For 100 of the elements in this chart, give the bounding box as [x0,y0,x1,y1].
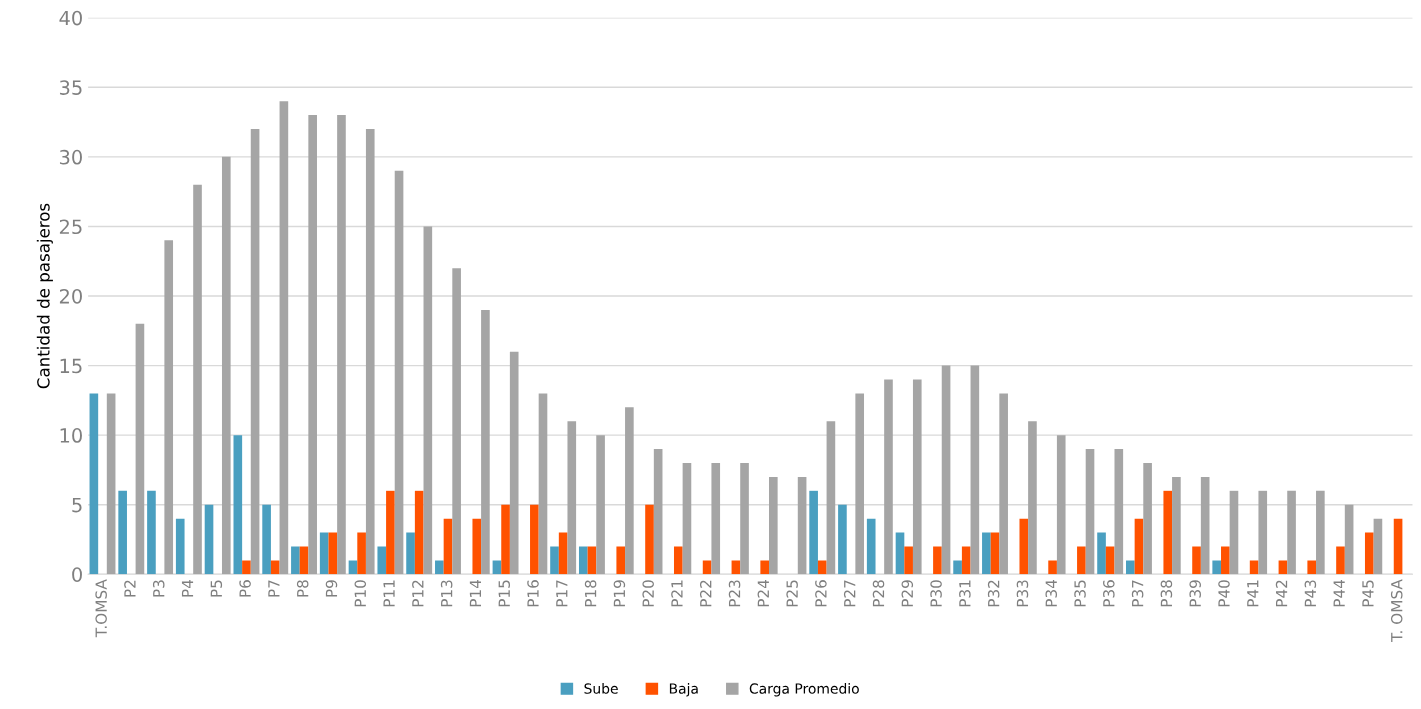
x-tick-label: P22 [699,580,712,607]
x-tick-label: P33 [1016,580,1029,607]
bar [855,393,865,575]
bar [1085,449,1095,575]
bar [616,546,626,575]
y-tick-label: 10 [60,428,82,443]
x-tick-label: T. OMSA [1390,579,1403,643]
bar [291,546,300,575]
bar [1344,504,1354,575]
bar [443,518,453,575]
x-tick-label: P43 [1304,580,1317,607]
bar [578,546,588,575]
bar [558,532,568,575]
bar [472,518,482,575]
bar [221,156,231,575]
bar [299,546,309,575]
bar [1056,435,1066,575]
bar [394,170,404,575]
bar [838,504,847,575]
x-tick-label: P29 [901,580,914,607]
x-tick-label: P10 [354,580,367,607]
legend-label: Sube [584,683,618,694]
bar [1200,476,1210,575]
bar [106,393,116,575]
x-tick-label: P9 [325,580,338,597]
bar [1336,546,1345,575]
x-tick-label: P28 [872,580,885,607]
bar [550,546,559,575]
x-tick-label: P4 [181,580,194,597]
y-tick-label: 25 [59,219,82,235]
x-tick-label: P36 [1103,580,1115,607]
bar [492,560,502,575]
bar [653,449,663,575]
bar [1172,476,1181,575]
bar [509,351,519,575]
bar [414,490,424,575]
bar [797,476,807,575]
bar [769,476,778,575]
x-tick-label: P39 [1189,580,1201,607]
bar [1393,518,1403,575]
bar [1114,449,1124,575]
bar [308,115,317,575]
x-tick-label: P15 [498,580,510,607]
x-tick-label: P7 [268,580,280,597]
bar [1192,546,1201,575]
bar [596,435,605,575]
bar [377,546,387,575]
x-tick-label: P23 [728,580,741,607]
bar [135,323,145,575]
bar [328,532,338,575]
bar [682,462,692,575]
bar [530,504,539,575]
x-tick-label: P21 [671,580,683,607]
bar [164,240,174,575]
y-tick-label: 40 [59,10,82,26]
x-tick-label: P14 [469,580,481,607]
bar [501,504,510,575]
bar [1028,421,1037,575]
x-tick-label: P25 [786,580,798,607]
bar [625,407,634,575]
bar [817,560,827,575]
bar [587,546,597,575]
bar [999,393,1008,575]
x-tick-label: P34 [1045,580,1058,607]
bar [357,532,366,575]
x-tick-label: P35 [1074,580,1086,607]
bar [711,462,721,575]
x-tick-label: P5 [210,580,223,597]
y-axis-title: Cantidad de pasajeros [36,203,53,389]
bar [1229,490,1239,575]
bar [175,518,185,575]
bar [348,560,358,575]
x-tick-label: P26 [815,580,827,607]
x-tick-label: P38 [1160,580,1173,607]
bar [89,393,99,575]
x-tick-label: P6 [239,580,251,597]
bar [1105,546,1115,575]
bar [1249,560,1259,575]
bar [702,560,712,575]
bar [895,532,905,575]
y-tick-label: 5 [72,497,82,513]
bar [386,490,395,575]
bar [1126,560,1135,575]
x-tick-label: P41 [1247,580,1259,607]
bar [826,421,836,575]
bar [423,226,433,575]
bar [481,309,490,575]
bar [866,518,876,575]
bar [337,115,346,575]
bar [406,532,415,575]
legend-label: Carga Promedio [749,683,859,697]
bar [365,129,375,575]
bar [250,129,260,575]
x-tick-label: P44 [1333,580,1345,607]
x-tick-label: T.OMSA [95,579,107,638]
bar [567,421,577,575]
x-tick-label: P45 [1362,580,1374,607]
x-tick-label: P11 [383,580,395,607]
bar [193,184,202,575]
bar [1258,490,1268,575]
